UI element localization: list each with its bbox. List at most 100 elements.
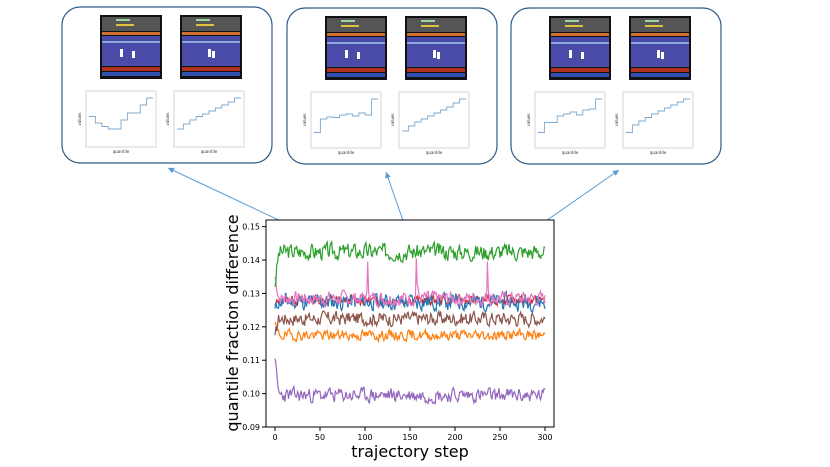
series-line-pink: [274, 258, 546, 309]
game-rail-top: [327, 33, 385, 36]
y-tick-label: 0.13: [242, 289, 260, 298]
game-rail-top: [551, 33, 609, 36]
x-tick-label: 300: [537, 433, 552, 442]
inset-y-label: values: [390, 113, 395, 126]
game-frame-1: [325, 16, 387, 80]
inset-plot-area: [85, 90, 157, 148]
game-score: [116, 19, 130, 21]
y-tick-label: 0.14: [242, 256, 260, 265]
game-base: [551, 73, 609, 77]
inset-plot-2: values quantile: [390, 91, 470, 155]
game-frame-1: [549, 16, 611, 80]
inset-plot-1: values quantile: [526, 91, 606, 155]
inset-step-line: [402, 98, 466, 132]
y-tick-label: 0.15: [242, 223, 260, 232]
game-score: [565, 20, 579, 22]
game-frame-2: [629, 16, 691, 80]
inset-plot-area: [173, 90, 245, 148]
game-enemy: [212, 51, 215, 58]
game-rail-bottom: [407, 68, 465, 72]
inset-x-label: quantile: [113, 149, 130, 154]
inset-plot-2: values quantile: [614, 91, 694, 155]
series-layer: [274, 239, 546, 406]
game-enemy: [661, 52, 664, 59]
series-line-orange: [274, 321, 546, 343]
main-chart: 0 50 100 150 200 250 300 0.09 0.10 0.11 0.12 0.13 0.…: [223, 214, 555, 461]
inset-step-line: [89, 97, 153, 130]
game-base: [631, 73, 689, 77]
inset-x-label: quantile: [201, 149, 218, 154]
game-rail-bottom: [551, 68, 609, 72]
game-player: [657, 50, 660, 58]
game-rail-bottom: [102, 67, 160, 71]
y-tick-label: 0.09: [242, 423, 260, 432]
game-rail-bottom: [182, 67, 240, 71]
game-floor: [551, 37, 609, 67]
inset-left: values quantile values quantile: [61, 6, 273, 164]
series-line-purple: [274, 358, 546, 406]
inset-step-line: [538, 98, 602, 133]
inset-plot-2: values quantile: [165, 90, 245, 154]
inset-x-label: quantile: [650, 150, 667, 155]
ticks-layer: 0 50 100 150 200 250 300 0.09 0.10 0.11 0.12 0.13 0.…: [242, 223, 552, 442]
inset-y-label: values: [77, 112, 82, 125]
inset-right: values quantile values quantile: [510, 7, 722, 165]
x-tick-label: 250: [492, 433, 507, 442]
game-score: [341, 20, 355, 22]
game-energy-bar: [645, 25, 663, 27]
insets-layer: values quantile values quantile values quanti…: [61, 6, 722, 165]
game-energy-bar: [341, 25, 359, 27]
game-lane: [631, 42, 689, 44]
game-energy-bar: [116, 24, 134, 26]
inset-y-label: values: [614, 113, 619, 126]
inset-step-line: [626, 98, 690, 133]
game-rail-top: [182, 32, 240, 35]
inset-plot-area: [622, 91, 694, 149]
series-line-green: [274, 239, 546, 287]
game-rail-bottom: [327, 68, 385, 72]
inset-step-line: [314, 98, 378, 133]
inset-x-label: quantile: [338, 150, 355, 155]
game-player: [433, 50, 436, 58]
game-enemy: [437, 52, 440, 59]
game-floor: [327, 37, 385, 67]
game-score: [645, 20, 659, 22]
x-tick-label: 200: [447, 433, 462, 442]
game-enemy: [132, 51, 135, 58]
game-energy-bar: [196, 24, 214, 26]
game-energy-bar: [565, 25, 583, 27]
x-tick-label: 100: [357, 433, 372, 442]
inset-middle: values quantile values quantile: [286, 7, 498, 165]
inset-y-label: values: [302, 113, 307, 126]
inset-plot-1: values quantile: [302, 91, 382, 155]
game-energy-bar: [421, 25, 439, 27]
game-frame-2: [405, 16, 467, 80]
series-line-brown: [274, 309, 546, 336]
game-rail-bottom: [631, 68, 689, 72]
game-base: [407, 73, 465, 77]
x-tick-label: 150: [402, 433, 417, 442]
game-base: [102, 72, 160, 76]
game-base: [182, 72, 240, 76]
inset-step-line: [177, 97, 241, 130]
inset-y-label: values: [526, 113, 531, 126]
game-player: [120, 49, 123, 57]
y-tick-label: 0.11: [242, 356, 260, 365]
x-axis-label: trajectory step: [351, 442, 469, 461]
x-tick-label: 50: [315, 433, 325, 442]
y-axis-label: quantile fraction difference: [223, 214, 242, 431]
inset-plot-1: values quantile: [77, 90, 157, 154]
x-tick-label: 0: [272, 433, 277, 442]
inset-x-label: quantile: [562, 150, 579, 155]
game-lane: [102, 41, 160, 43]
game-enemy: [581, 52, 584, 59]
game-score: [421, 20, 435, 22]
game-lane: [327, 42, 385, 44]
game-frame-2: [180, 15, 242, 79]
inset-plot-area: [310, 91, 382, 149]
inset-plot-area: [398, 91, 470, 149]
game-enemy: [357, 52, 360, 59]
game-floor: [102, 36, 160, 66]
game-score: [196, 19, 210, 21]
